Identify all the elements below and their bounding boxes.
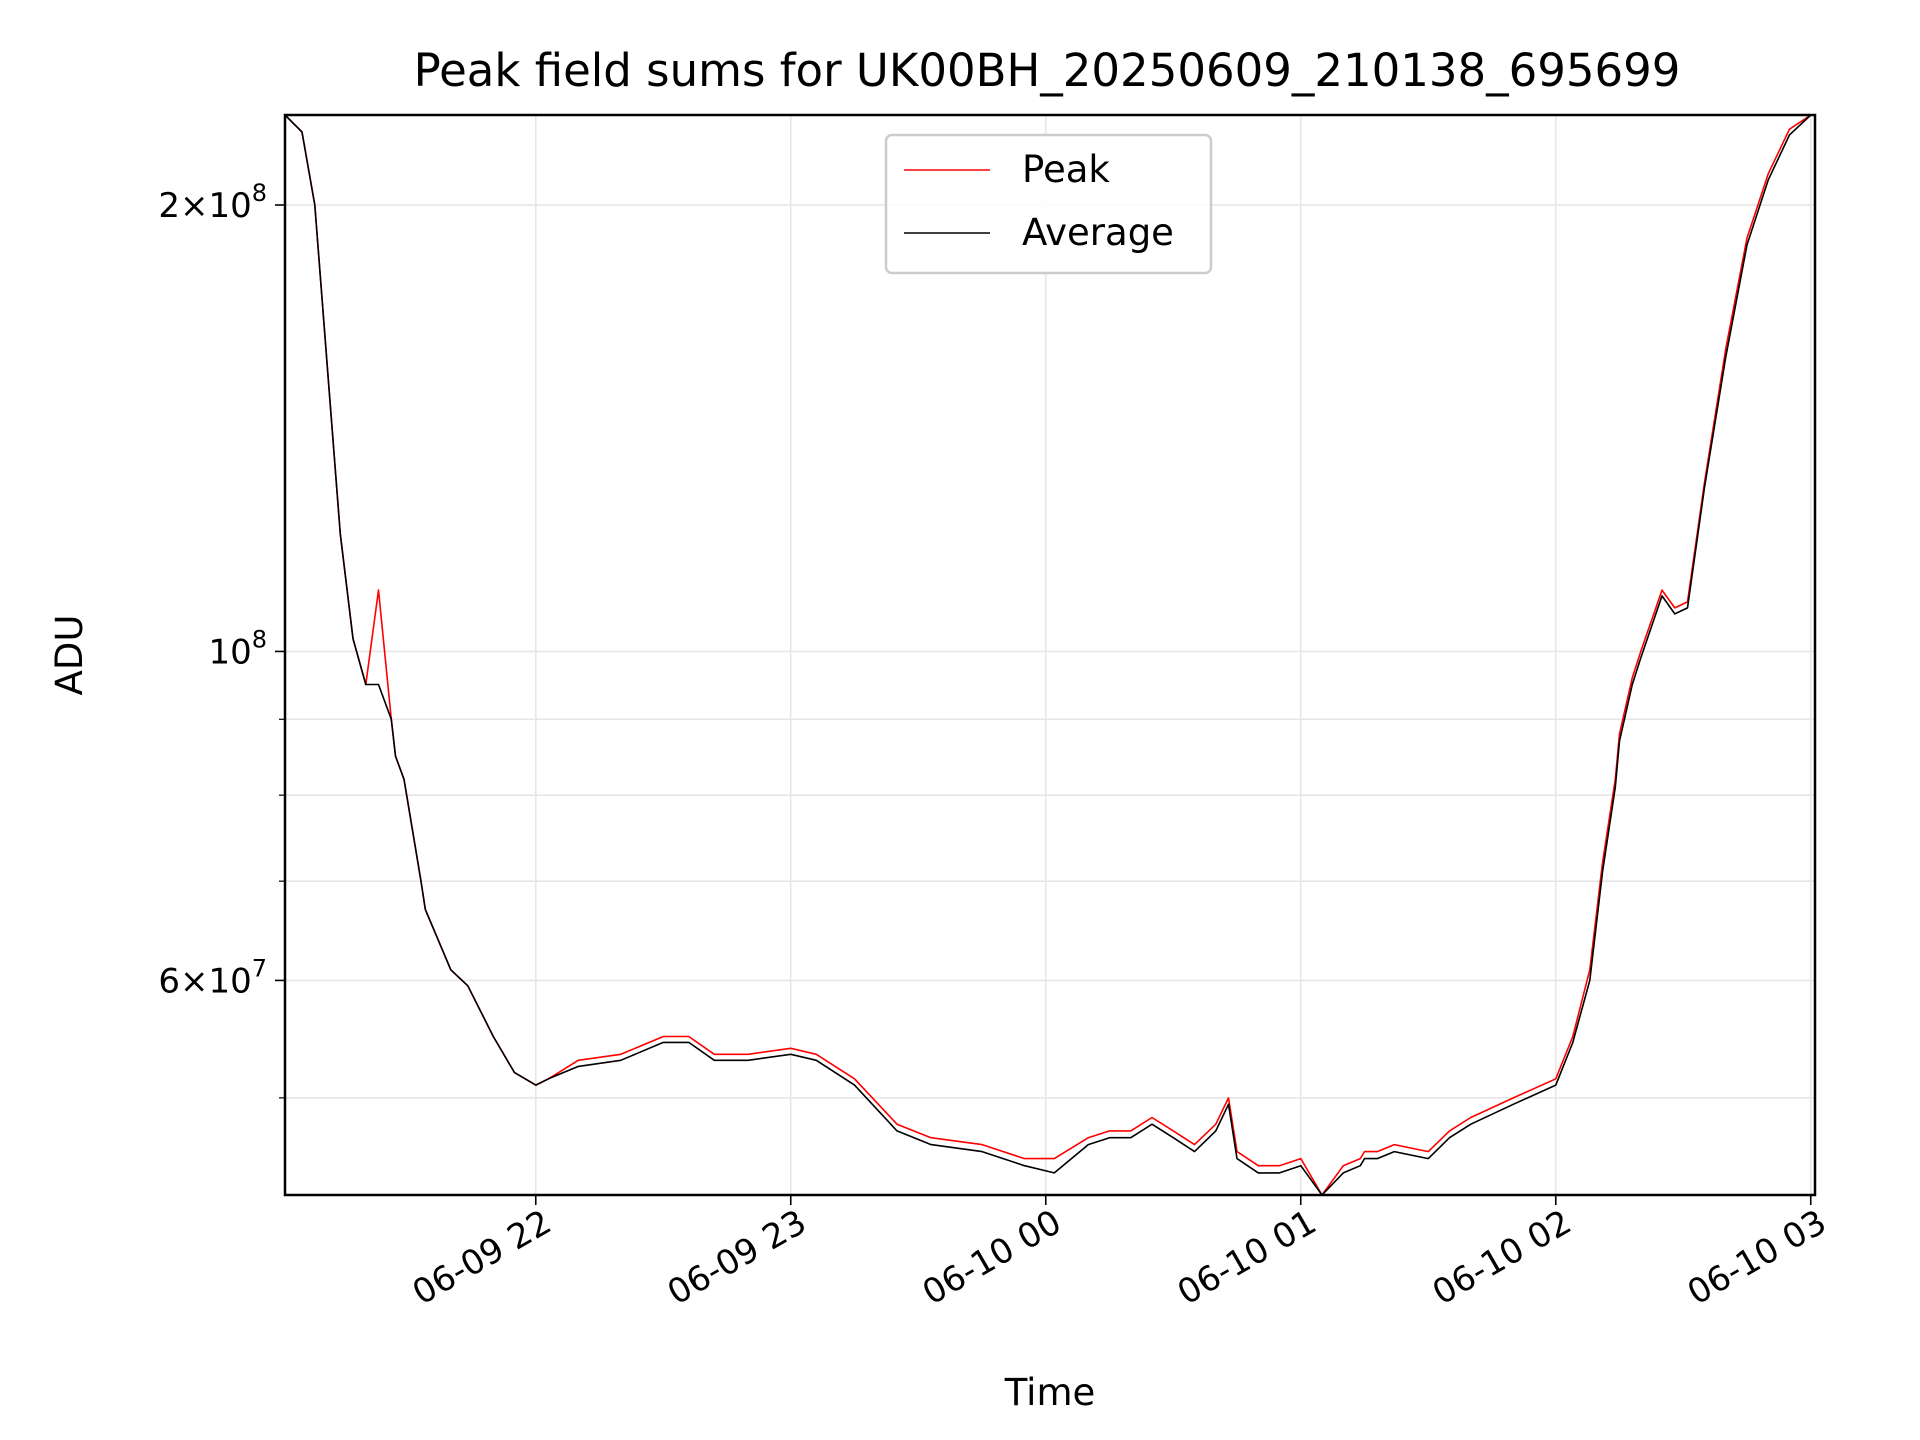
y-axis-title: ADU: [48, 615, 91, 696]
y-tick-label: 108: [208, 625, 267, 672]
legend-label-average: Average: [1022, 211, 1174, 254]
chart-title: Peak field sums for UK00BH_20250609_2101…: [414, 44, 1681, 97]
x-axis-title: Time: [1004, 1371, 1096, 1414]
plot-frame: [283, 113, 1817, 1197]
legend: Peak Average: [884, 133, 1213, 275]
series-line-average: [284, 114, 1815, 1196]
legend-label-peak: Peak: [1022, 148, 1110, 191]
series-layer: [284, 114, 1815, 1196]
y-tick-label: 2×108: [158, 179, 267, 226]
y-tick-label: 6×107: [158, 954, 267, 1001]
